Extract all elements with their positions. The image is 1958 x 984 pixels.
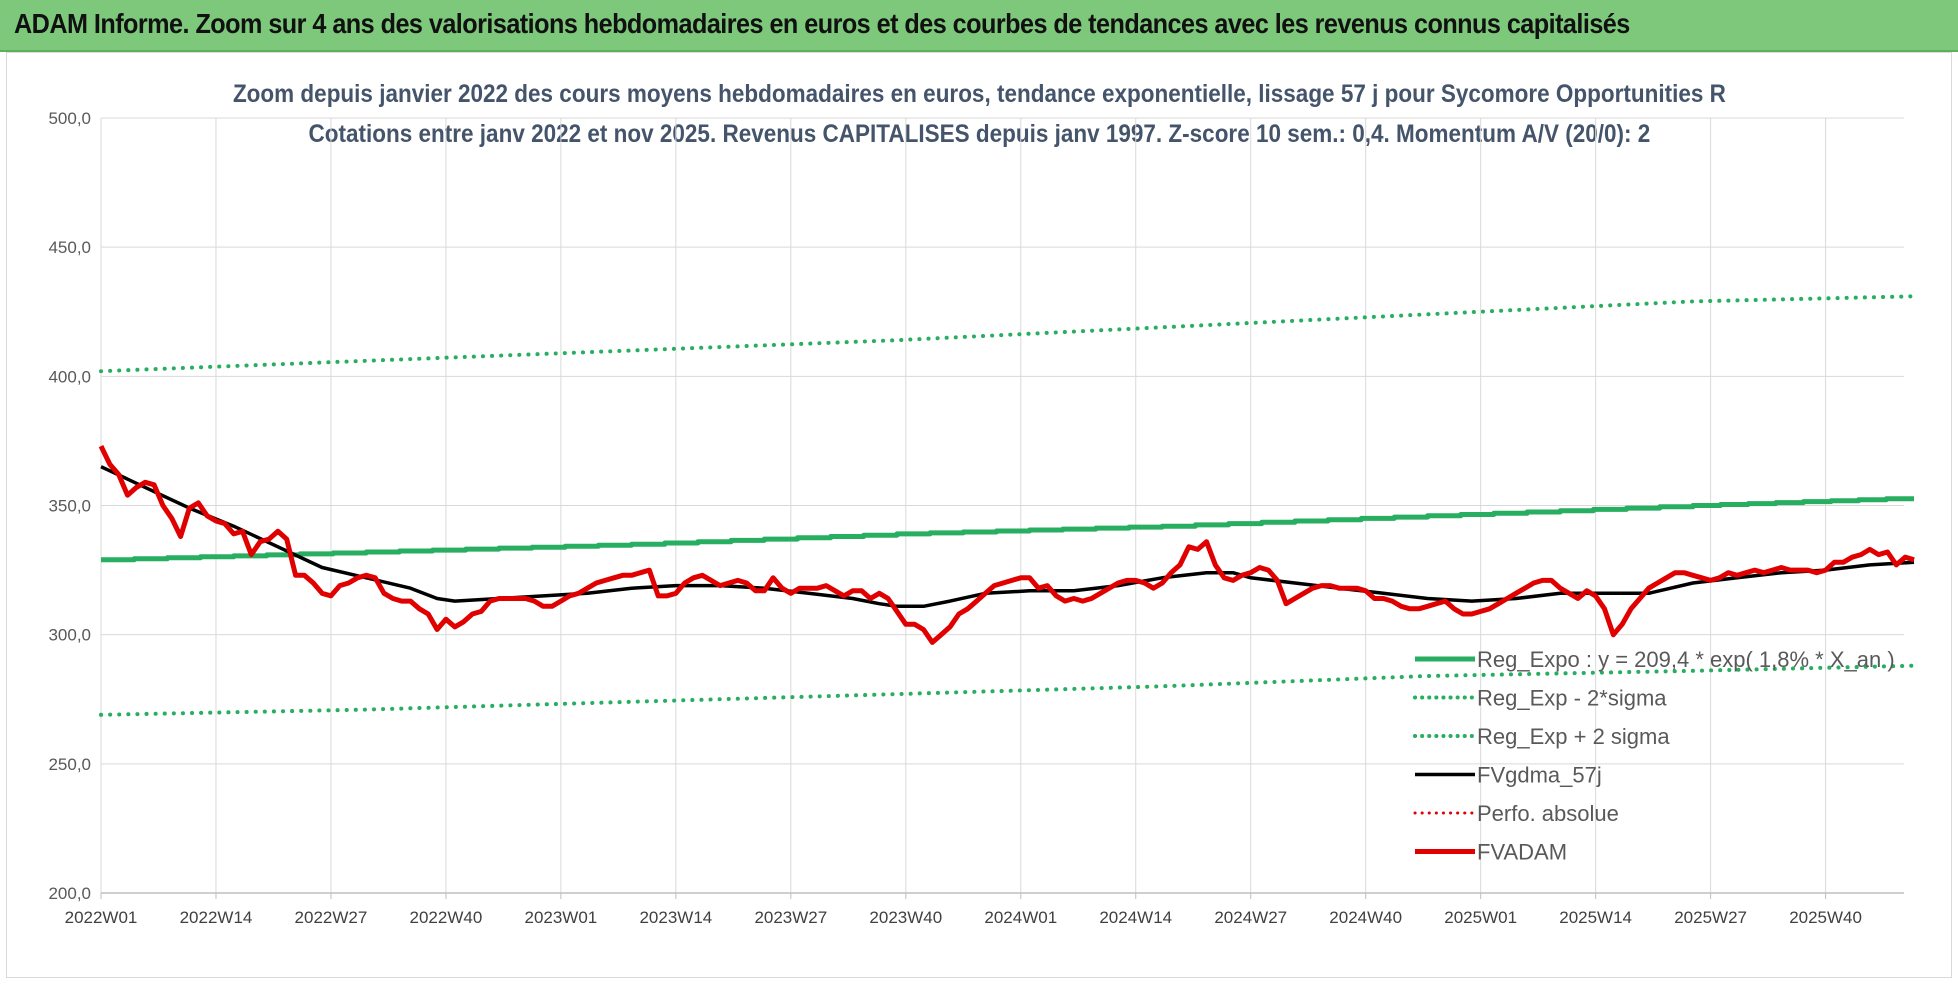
x-tick-label: 2023W01 [524, 908, 597, 927]
axes: 200,0 250,0 300,0 350,0 400,0 450,0 500,0 2022W… [48, 109, 1904, 927]
x-tick-label: 2024W01 [984, 908, 1057, 927]
chart-frame [6, 52, 1952, 978]
legend-label: Reg_Expo : y = 209,4 * exp( 1,8% * X_an … [1477, 647, 1895, 672]
x-tick-label: 2023W40 [869, 908, 942, 927]
x-tick-label: 2022W14 [180, 908, 253, 927]
legend-label: Reg_Exp - 2*sigma [1477, 686, 1667, 711]
x-tick-label: 2023W27 [754, 908, 827, 927]
series-line-3 [100, 465, 1915, 609]
y-tick-label: 200,0 [48, 884, 91, 903]
y-tick-label: 250,0 [48, 755, 91, 774]
legend: Reg_Expo : y = 209,4 * exp( 1,8% * X_an … [1413, 647, 1895, 865]
x-tick-label: 2024W14 [1099, 908, 1172, 927]
x-tick-label: 2024W40 [1329, 908, 1402, 927]
series-line-2 [99, 294, 1916, 374]
x-tick-label: 2024W27 [1214, 908, 1287, 927]
series-lines [98, 294, 1916, 717]
legend-label: Perfo. absolue [1477, 801, 1619, 826]
chart-title: Zoom depuis janvier 2022 des cours moyen… [232, 80, 1726, 108]
y-tick-label: 400,0 [48, 367, 91, 386]
x-tick-label: 2025W40 [1789, 908, 1862, 927]
x-tick-label: 2022W40 [410, 908, 483, 927]
title-banner: ADAM Informe. Zoom sur 4 ans des valoris… [0, 0, 1958, 52]
legend-label: Reg_Exp + 2 sigma [1477, 724, 1670, 749]
x-tick-label: 2023W14 [639, 908, 712, 927]
x-tick-label: 2025W14 [1559, 908, 1632, 927]
y-tick-label: 450,0 [48, 238, 91, 257]
series-line-0 [101, 496, 1914, 563]
legend-label: FVgdma_57j [1477, 763, 1602, 788]
y-tick-label: 350,0 [48, 497, 91, 516]
chart-subtitle: Cotations entre janv 2022 et nov 2025. R… [308, 120, 1650, 148]
x-tick-label: 2022W01 [65, 908, 138, 927]
banner-title: ADAM Informe. Zoom sur 4 ans des valoris… [14, 8, 1630, 39]
series-line-1 [99, 663, 1916, 717]
legend-label: FVADAM [1477, 840, 1567, 865]
series-line-5 [98, 445, 1915, 645]
y-tick-label: 500,0 [48, 109, 91, 128]
x-tick-label: 2025W01 [1444, 908, 1517, 927]
gridlines [100, 117, 1904, 893]
y-tick-label: 300,0 [48, 626, 91, 645]
x-tick-label: 2022W27 [295, 908, 368, 927]
x-tick-label: 2025W27 [1674, 908, 1747, 927]
